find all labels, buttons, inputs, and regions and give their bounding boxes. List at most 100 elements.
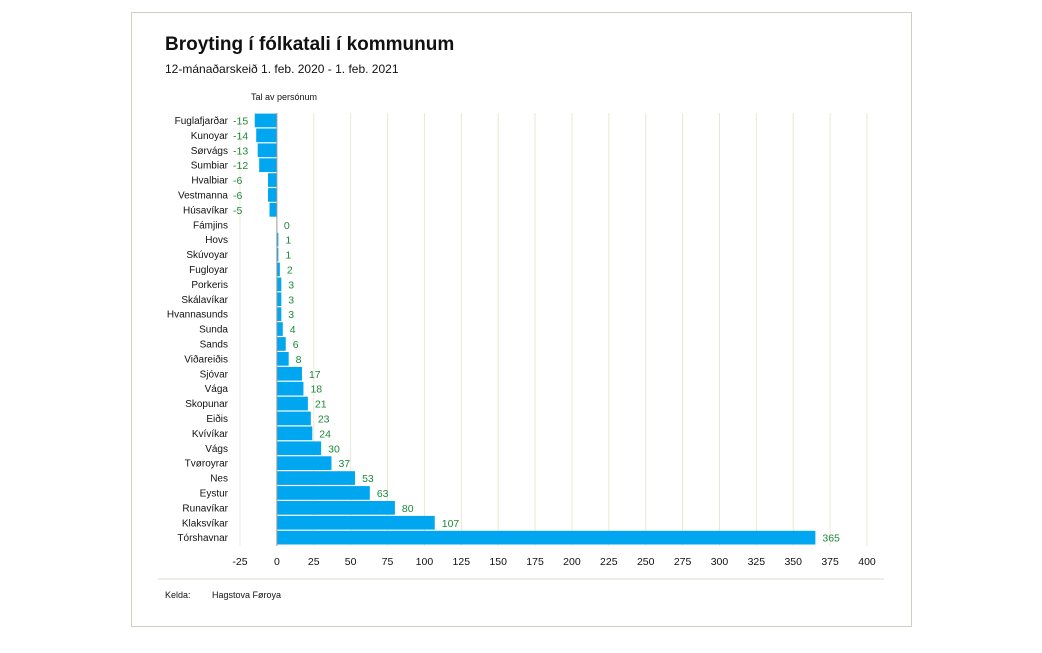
value-label: 17 [309, 369, 321, 381]
bar [276, 471, 356, 485]
x-tick-label: 150 [489, 556, 507, 568]
bar [276, 366, 302, 381]
category-label: Kunoyar [191, 131, 229, 142]
value-label: 63 [377, 488, 389, 500]
value-label: 24 [319, 428, 331, 440]
x-tick-label: 125 [453, 556, 471, 568]
bar [268, 188, 277, 202]
category-label: Porkeris [191, 280, 228, 291]
bar [254, 113, 277, 128]
value-label: 1 [285, 235, 291, 247]
bar [276, 262, 280, 277]
bar [276, 456, 332, 470]
category-label: Fámjins [193, 220, 228, 231]
bar [276, 337, 286, 351]
category-label: Tvøroyrar [185, 459, 229, 470]
bar [256, 128, 277, 143]
value-label: -15 [233, 115, 248, 127]
bar [276, 411, 311, 426]
bar [276, 530, 816, 545]
category-label: Vága [205, 384, 229, 395]
bar [276, 352, 289, 366]
bar [257, 143, 277, 158]
value-label: 8 [296, 354, 302, 366]
category-label: Húsavíkar [183, 205, 229, 216]
value-label: -14 [233, 130, 248, 142]
category-label: Nes [210, 474, 228, 485]
x-tick-label: 300 [711, 556, 729, 568]
value-label: -12 [233, 160, 248, 172]
source-value: Hagstova Føroya [212, 590, 282, 600]
axis-unit-label: Tal av persónum [251, 92, 318, 102]
category-label: Hvannasunds [167, 310, 228, 321]
bar [276, 441, 322, 456]
category-label: Vestmanna [178, 190, 228, 201]
x-tick-label: 350 [784, 556, 802, 568]
chart-subtitle: 12-mánaðarskeið 1. feb. 2020 - 1. feb. 2… [165, 62, 399, 76]
bar [276, 247, 279, 262]
category-label: Sjóvar [200, 369, 229, 380]
value-label: -6 [233, 190, 242, 202]
value-label: 6 [293, 339, 299, 351]
x-tick-label: 225 [600, 556, 618, 568]
bar [276, 381, 304, 396]
value-label: 1 [285, 250, 291, 262]
category-label: Skopunar [185, 399, 228, 410]
category-label: Fugloyar [189, 265, 229, 276]
bar [269, 203, 277, 217]
chart-title: Broyting í fólkatali í kommunum [165, 34, 455, 55]
value-label: 18 [310, 384, 322, 396]
x-tick-label: -25 [232, 556, 247, 568]
x-tick-label: 325 [748, 556, 766, 568]
value-label: 21 [315, 399, 327, 411]
value-label: -13 [233, 145, 248, 157]
category-label: Sands [200, 339, 228, 350]
x-tick-label: 50 [345, 556, 357, 568]
bar [276, 501, 395, 515]
value-label: 3 [288, 294, 294, 306]
category-label: Sørvágs [191, 146, 228, 157]
category-label: Sumbiar [191, 161, 229, 172]
bar [276, 277, 282, 292]
bar [259, 158, 277, 172]
x-tick-label: 25 [308, 556, 320, 568]
value-label: 0 [284, 220, 290, 232]
category-label: Eystur [200, 488, 229, 499]
x-tick-label: 0 [274, 556, 280, 568]
value-label: 53 [362, 473, 374, 485]
value-label: 4 [290, 324, 296, 336]
x-tick-label: 250 [637, 556, 655, 568]
value-label: 80 [402, 503, 414, 515]
value-label: 107 [442, 518, 460, 530]
category-label: Runavíkar [182, 503, 228, 514]
category-label: Vágs [205, 444, 228, 455]
bar [276, 486, 370, 500]
value-label: 3 [288, 309, 294, 321]
value-label: 37 [338, 458, 350, 470]
bar [276, 292, 282, 307]
bar [276, 322, 283, 336]
value-label: 3 [288, 279, 294, 291]
value-label: 365 [822, 533, 840, 545]
source-label: Kelda: [165, 590, 191, 600]
category-label: Klaksvíkar [182, 518, 229, 529]
value-label: 23 [318, 413, 330, 425]
category-label: Kvívíkar [192, 429, 229, 440]
x-tick-label: 400 [858, 556, 876, 568]
x-tick-label: 375 [821, 556, 839, 568]
value-label: -5 [233, 205, 242, 217]
x-tick-label: 75 [382, 556, 394, 568]
x-tick-label: 200 [563, 556, 581, 568]
bar [276, 515, 435, 530]
x-tick-label: 175 [526, 556, 544, 568]
bar [276, 396, 308, 411]
category-label: Fuglafjarðar [175, 115, 229, 127]
bar [276, 307, 282, 321]
category-label: Viðareiðis [184, 353, 228, 365]
x-tick-label: 275 [674, 556, 692, 568]
category-label: Sunda [199, 325, 228, 336]
value-label: 30 [328, 443, 340, 455]
bar [268, 173, 277, 187]
category-label: Hvalbiar [191, 176, 228, 187]
